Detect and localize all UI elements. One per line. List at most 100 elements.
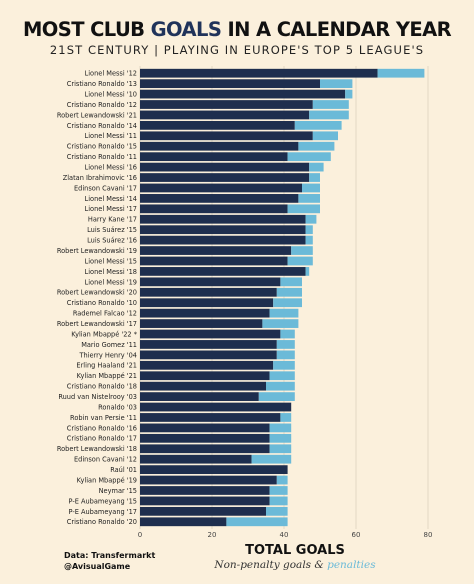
category-label: Rademel Falcao '12 [73,310,137,318]
bar-non-penalty [140,329,281,339]
bar-non-penalty [140,256,288,266]
bar-non-penalty [140,423,270,433]
bar-penalty [305,225,313,235]
bar-penalty [280,329,295,339]
category-label: Raúl '01 [110,466,137,474]
bar-penalty [280,277,302,287]
category-label: Lionel Messi '10 [85,90,137,98]
bar-penalty [305,235,313,245]
bar-non-penalty [140,298,274,308]
bar-non-penalty [140,517,227,527]
bar-penalty [312,100,349,109]
category-label: Cristiano Ronaldo '11 [67,153,137,161]
bar-non-penalty [140,246,292,255]
bar-non-penalty [140,475,277,485]
category-label: P-E Aubameyang '17 [69,508,137,516]
bar-non-penalty [140,183,302,193]
bar-penalty [276,350,295,360]
bar-penalty [266,381,295,391]
bar-non-penalty [140,371,270,381]
bar-penalty [312,131,338,141]
category-label: Robert Lewandowski '20 [57,289,137,297]
category-label: Ruud van Nistelrooy '03 [58,393,137,401]
bar-penalty [345,89,353,99]
bar-penalty [291,246,313,255]
x-axis-title: TOTAL GOALS [245,543,345,558]
bar-penalty [273,298,302,308]
category-label: Lionel Messi '17 [85,205,137,213]
x-tick-label: 20 [208,531,217,539]
bar-penalty [287,152,331,162]
title-highlight: GOALS [150,18,222,41]
bar-non-penalty [140,287,277,297]
bar-penalty [262,319,299,328]
bar-penalty [287,256,313,266]
bar-non-penalty [140,194,299,203]
bar-non-penalty [140,204,288,214]
bar-penalty [280,413,292,422]
bar-penalty [269,496,288,506]
category-label: Cristiano Ronaldo '12 [67,101,137,109]
bar-non-penalty [140,413,281,422]
bar-penalty [309,110,349,120]
category-label: Cristiano Ronaldo '13 [67,80,137,88]
category-label: Robert Lewandowski '19 [57,247,137,255]
bar-penalty [269,486,288,495]
bar-non-penalty [140,110,310,120]
bar-non-penalty [140,496,270,506]
bar-penalty [298,194,320,203]
source-credit: Data: Transfermarkt @AvisualGame [64,550,155,572]
category-label: Cristiano Ronaldo '15 [67,143,137,151]
category-label: Lionel Messi '18 [85,268,137,276]
legend-np: Non-penalty goals [214,559,312,571]
category-label: Kylian Mbappé '22 * [71,330,137,338]
category-label: P-E Aubameyang '15 [69,497,137,505]
bar-penalty [302,183,320,193]
category-label: Ronaldo '03 [98,403,137,411]
bar-penalty [269,423,292,433]
category-label: Robert Lewandowski '17 [57,320,137,328]
bar-non-penalty [140,100,313,109]
bar-non-penalty [140,225,306,235]
chart-title: MOST CLUB GOALS IN A CALENDAR YEAR [22,18,452,41]
category-label: Lionel Messi '16 [85,164,137,172]
bar-non-penalty [140,162,310,172]
category-label: Lionel Messi '15 [85,257,137,265]
category-label: Luis Suárez '15 [87,226,137,234]
bar-non-penalty [140,131,313,141]
bar-non-penalty [140,350,277,360]
bar-non-penalty [140,319,263,328]
bar-non-penalty [140,381,266,391]
category-label: Cristiano Ronaldo '10 [67,299,137,307]
bar-penalty [258,392,295,401]
bar-non-penalty [140,392,259,401]
category-label: Robert Lewandowski '18 [57,445,137,453]
bar-penalty [251,454,292,464]
category-labels: Lionel Messi '12 Cristiano Ronaldo '13 Lio… [57,70,138,527]
bars [140,68,425,527]
category-label: Cristiano Ronaldo '18 [67,383,137,391]
legend-pen: penalties [327,559,376,571]
bar-penalty [309,173,320,182]
bar-penalty [276,475,288,485]
bar-non-penalty [140,235,306,245]
bar-penalty [320,79,353,89]
bar-penalty [298,141,335,151]
bar-penalty [287,204,320,214]
chart-subtitle: 21ST CENTURY | PLAYING IN EUROPE'S TOP 5… [49,43,425,57]
source-line: Data: Transfermarkt [64,551,156,560]
category-label: Erling Haaland '21 [76,362,137,370]
bar-penalty [276,340,295,349]
category-label: Lionel Messi '19 [85,278,137,286]
x-tick-labels: 0 20 40 60 80 [138,531,433,539]
category-label: Kylian Mbappé '21 [77,372,137,380]
category-label: Cristiano Ronaldo '20 [67,518,137,526]
bar-non-penalty [140,120,295,130]
category-label: Zlatan Ibrahimovic '16 [63,174,137,182]
bar-non-penalty [140,402,292,412]
bar-penalty [269,444,292,454]
category-label: Robert Lewandowski '21 [57,111,137,119]
x-tick-label: 60 [352,531,361,539]
bar-penalty [305,214,317,224]
bar-penalty [226,517,288,527]
